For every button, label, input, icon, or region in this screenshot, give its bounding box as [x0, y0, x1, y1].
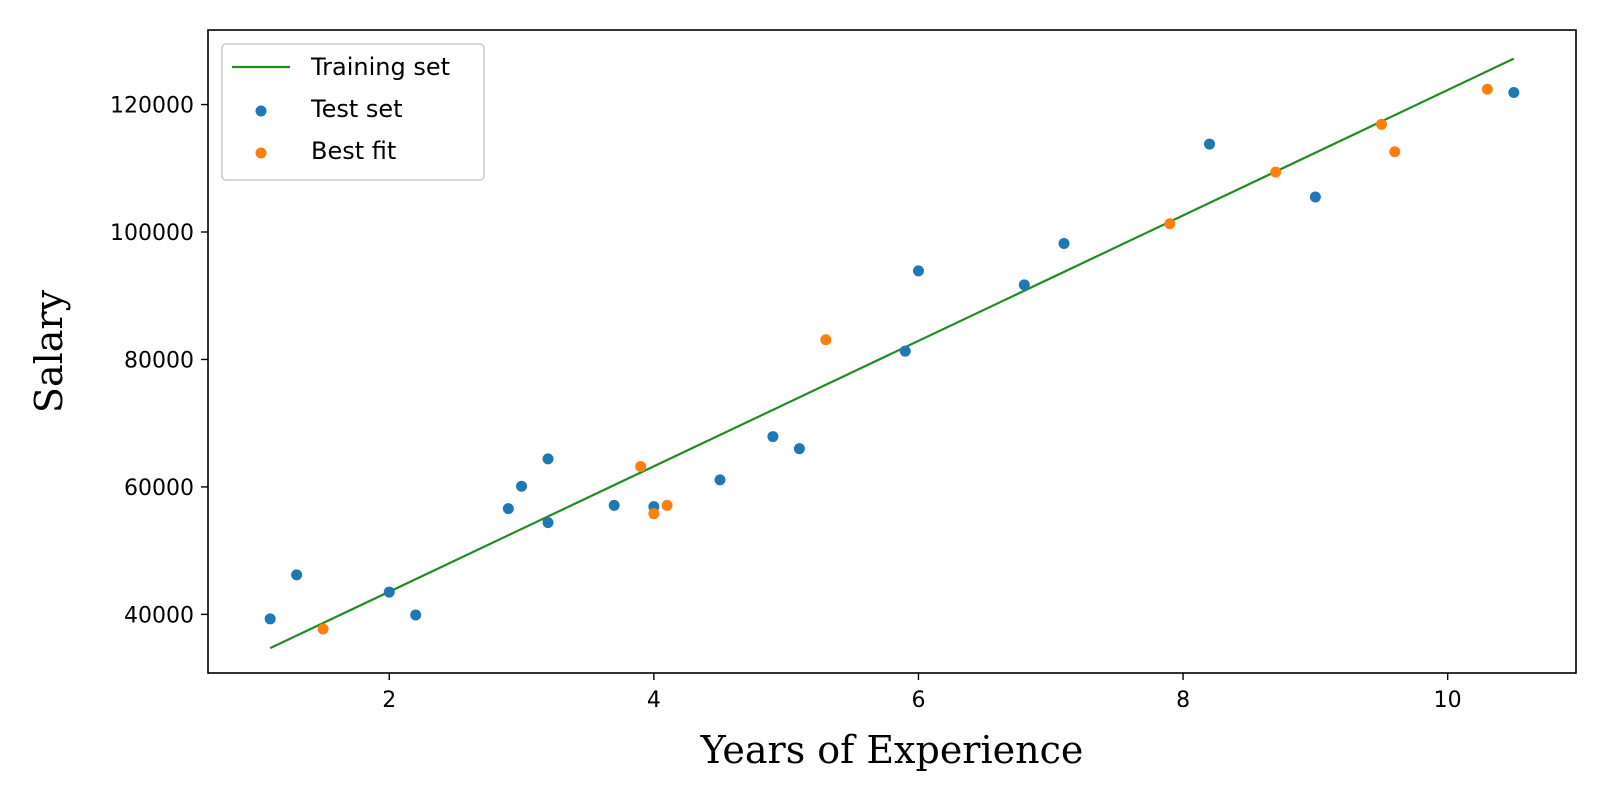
y-tick-label: 40000: [124, 603, 194, 628]
test-set-point: [899, 345, 911, 357]
legend-test-set-swatch: [255, 105, 267, 117]
x-axis-title: Years of Experience: [700, 728, 1084, 772]
test-set-point: [1018, 279, 1030, 291]
legend-best-fit-swatch: [255, 147, 267, 159]
plot-frame: [207, 29, 1577, 674]
test-set-point: [912, 265, 924, 277]
best-fit-point: [1481, 83, 1493, 95]
best-fit-point: [648, 508, 660, 520]
y-tick-label: 60000: [124, 476, 194, 501]
best-fit-point: [1376, 118, 1388, 130]
y-tick-label: 120000: [110, 94, 194, 119]
test-set-point: [542, 517, 554, 529]
x-axis-ticks: 2 4 6 8 10: [382, 673, 1462, 713]
best-fit-point: [661, 499, 673, 511]
best-fit-point: [635, 461, 647, 473]
test-set-point: [542, 453, 554, 465]
x-tick-label: 8: [1176, 688, 1190, 713]
test-set-point: [410, 609, 422, 621]
legend-best-fit-label: Best fit: [311, 137, 396, 165]
test-set-point: [767, 431, 779, 443]
test-set-point: [714, 474, 726, 486]
test-set-point: [608, 499, 620, 511]
test-set-point: [793, 443, 805, 455]
x-tick-label: 2: [382, 688, 396, 713]
x-tick-label: 6: [911, 688, 925, 713]
legend-box: [221, 43, 485, 181]
test-set-point: [516, 480, 528, 492]
best-fit-point: [1164, 218, 1176, 230]
training-set-line: [269, 57, 1515, 650]
test-set-point: [1309, 191, 1321, 203]
y-axis-title: Salary: [27, 289, 71, 413]
legend-training-set-label: Training set: [310, 53, 450, 81]
test-set-point: [502, 503, 514, 515]
x-tick-label: 10: [1434, 688, 1462, 713]
legend-test-set-label: Test set: [310, 95, 403, 123]
test-set-point: [1204, 138, 1216, 150]
best-fit-point: [1389, 146, 1401, 158]
y-tick-label: 100000: [110, 221, 194, 246]
legend: Training set Test set Best fit: [221, 43, 485, 181]
y-axis-ticks: 40000 60000 80000 100000 120000: [110, 94, 208, 628]
best-fit-point: [317, 623, 329, 635]
best-fit-point: [820, 334, 832, 346]
test-set-point: [264, 613, 276, 625]
plot-marks: [264, 57, 1520, 650]
test-set-point: [291, 569, 303, 581]
test-set-point: [383, 586, 395, 598]
y-tick-label: 80000: [124, 348, 194, 373]
best-fit-point: [1270, 166, 1282, 178]
test-set-point: [1058, 237, 1070, 249]
test-set-point: [1508, 86, 1520, 98]
x-tick-label: 4: [647, 688, 661, 713]
